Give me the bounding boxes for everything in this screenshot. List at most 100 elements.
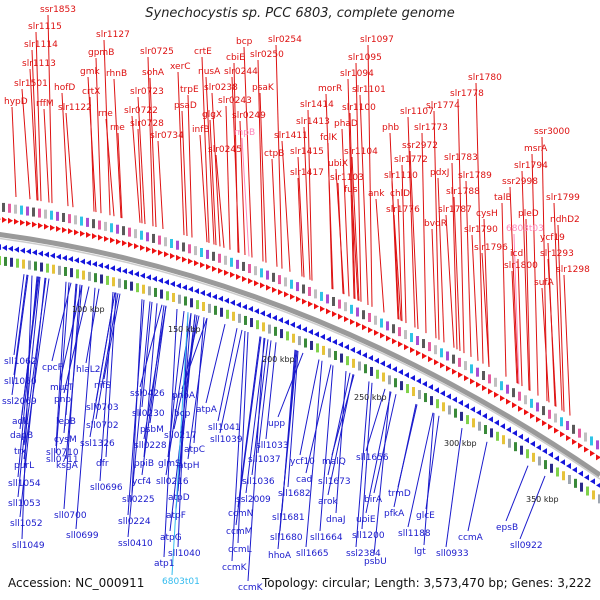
forward-gene-mark: [356, 321, 361, 328]
reverse-gene-mark: [560, 459, 565, 466]
gene-connector: [307, 109, 313, 281]
category-block: [584, 432, 587, 442]
category-block: [128, 227, 131, 237]
gene-connector: [425, 415, 440, 510]
reverse-gene-mark: [338, 341, 343, 348]
gene-connector: [287, 350, 299, 488]
category-block: [2, 202, 5, 212]
gene-connector: [453, 196, 461, 351]
gene-label: sll1656: [356, 453, 389, 463]
gene-label: sll0922: [510, 541, 543, 551]
gene-label: sll0230: [132, 409, 165, 419]
gene-connector: [457, 98, 465, 354]
category-block: [512, 388, 515, 398]
reverse-gene-mark: [110, 265, 115, 272]
gene-label: slr1800: [504, 261, 538, 271]
gene-connector: [209, 119, 217, 246]
gene-connector: [303, 126, 311, 280]
gene-connector: [327, 142, 333, 289]
reverse-gene-mark: [74, 257, 79, 264]
reverse-gene-mark: [572, 466, 577, 473]
gene-label: sohA: [142, 68, 165, 78]
gene-connector: [361, 382, 373, 530]
gene-label: atpH: [178, 461, 200, 471]
category-block: [286, 331, 289, 341]
category-block: [452, 354, 455, 364]
gene-connector: [169, 314, 196, 532]
forward-gene-mark: [284, 291, 289, 298]
reverse-gene-mark: [278, 317, 283, 324]
gene-label: hhoA: [268, 551, 292, 561]
gene-label: ccmA: [458, 533, 484, 543]
gene-label: sll1039: [210, 435, 243, 445]
forward-gene-mark: [584, 446, 589, 453]
gene-label: sll1040: [168, 549, 201, 559]
category-block: [476, 367, 479, 377]
gene-label: pleD: [518, 209, 539, 219]
forward-gene-mark: [44, 223, 49, 230]
gene-label: 6803t01: [162, 577, 200, 587]
reverse-gene-mark: [254, 308, 259, 315]
reverse-gene-mark: [170, 280, 175, 287]
forward-gene-mark: [476, 381, 481, 388]
gene-label: malQ: [322, 457, 346, 467]
gene-label: slr1413: [296, 117, 330, 127]
gene-connector: [127, 299, 145, 516]
gene-label: cad: [296, 475, 312, 485]
reverse-gene-mark: [296, 324, 301, 331]
category-block: [376, 369, 379, 379]
reverse-gene-mark: [242, 303, 247, 310]
gene-connector: [29, 68, 38, 201]
gene-connector: [421, 132, 427, 334]
reverse-gene-mark: [362, 352, 367, 359]
forward-gene-mark: [428, 356, 433, 363]
gene-connector: [211, 92, 221, 247]
gene-label: infB: [192, 125, 210, 135]
gene-label: trx: [14, 447, 27, 457]
forward-gene-mark: [254, 280, 259, 287]
gene-connector: [407, 116, 416, 328]
gene-label: sll0217: [164, 431, 197, 441]
gene-label: sll1036: [242, 477, 275, 487]
forward-gene-mark: [188, 258, 193, 265]
reverse-gene-mark: [32, 249, 37, 256]
forward-gene-mark: [272, 286, 277, 293]
gene-label: ssr1853: [40, 5, 76, 15]
forward-gene-mark: [146, 246, 151, 253]
gene-label: slr1501: [14, 79, 48, 89]
category-block: [334, 350, 337, 360]
gene-connector: [199, 134, 208, 243]
gene-label: ndhD2: [550, 215, 580, 225]
category-block: [292, 333, 295, 343]
category-block: [176, 240, 179, 250]
gene-connector: [23, 278, 50, 460]
category-block: [536, 402, 539, 412]
reverse-gene-mark: [500, 423, 505, 430]
gene-connector: [113, 78, 122, 218]
gene-connector: [177, 312, 189, 548]
forward-gene-mark: [470, 378, 475, 385]
gene-connector: [431, 228, 437, 339]
reverse-gene-mark: [266, 312, 271, 319]
gene-label: slr0723: [130, 87, 164, 97]
gene-connector: [397, 198, 403, 322]
gene-label: crtE: [194, 47, 212, 57]
category-block: [190, 298, 193, 308]
reverse-gene-mark: [416, 378, 421, 385]
reverse-gene-mark: [428, 384, 433, 391]
gene-label: slr1790: [464, 225, 498, 235]
gene-label: slr0722: [124, 106, 158, 116]
category-block: [520, 445, 523, 455]
gene-connector: [433, 110, 440, 340]
category-block: [148, 286, 151, 296]
reverse-gene-mark: [530, 440, 535, 447]
gene-connector: [21, 275, 33, 540]
gene-connector: [13, 274, 25, 356]
category-block: [400, 381, 403, 391]
category-block: [268, 324, 271, 334]
gene-label: ycf19: [540, 233, 565, 243]
gene-connector: [467, 441, 488, 532]
gene-label: ycf10: [290, 457, 315, 467]
category-block: [544, 460, 547, 470]
forward-gene-mark: [242, 275, 247, 282]
